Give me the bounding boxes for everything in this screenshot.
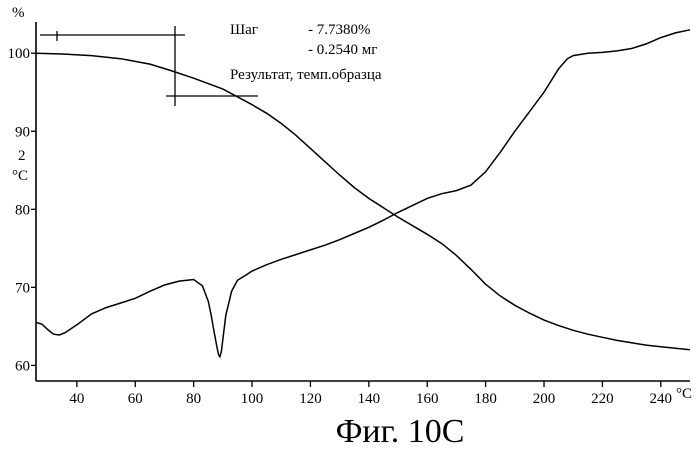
annotation-step-label: Шаг bbox=[230, 22, 258, 38]
y-tick-label: 60 bbox=[15, 358, 30, 374]
y-tick-label: 80 bbox=[15, 202, 30, 218]
y-tick-label: 70 bbox=[15, 280, 30, 296]
x-tick-label: 220 bbox=[591, 391, 614, 407]
annotation-step-mass: - 0.2540 мг bbox=[308, 42, 377, 58]
ticks-group: 40 60 80 100 120 140 160 180 200 220 240 100 90 80 70 6… bbox=[8, 46, 673, 407]
x-tick-label: 140 bbox=[358, 391, 381, 407]
y-unit-percent: % bbox=[12, 5, 25, 21]
mass-loss-curve bbox=[36, 53, 690, 350]
x-tick-label: 160 bbox=[416, 391, 439, 407]
x-tick-label: 240 bbox=[650, 391, 673, 407]
x-tick-label: 80 bbox=[186, 391, 201, 407]
annotation-result: Результат, темп.образца bbox=[230, 67, 382, 83]
x-tick-label: 100 bbox=[241, 391, 264, 407]
y-unit-secondary-number: 2 bbox=[18, 148, 26, 164]
x-unit: °C bbox=[676, 386, 692, 402]
x-tick-label: 180 bbox=[474, 391, 497, 407]
x-tick-label: 60 bbox=[128, 391, 143, 407]
figure-caption: Фиг. 10С bbox=[336, 413, 465, 449]
x-tick-label: 120 bbox=[299, 391, 322, 407]
y-unit-secondary: °C bbox=[12, 168, 28, 184]
y-tick-label: 90 bbox=[15, 124, 30, 140]
annotation-step-percent: - 7.7380% bbox=[308, 22, 371, 38]
step-marker bbox=[40, 26, 258, 106]
x-tick-label: 40 bbox=[69, 391, 84, 407]
x-tick-label: 200 bbox=[533, 391, 556, 407]
y-tick-label: 100 bbox=[8, 46, 31, 62]
